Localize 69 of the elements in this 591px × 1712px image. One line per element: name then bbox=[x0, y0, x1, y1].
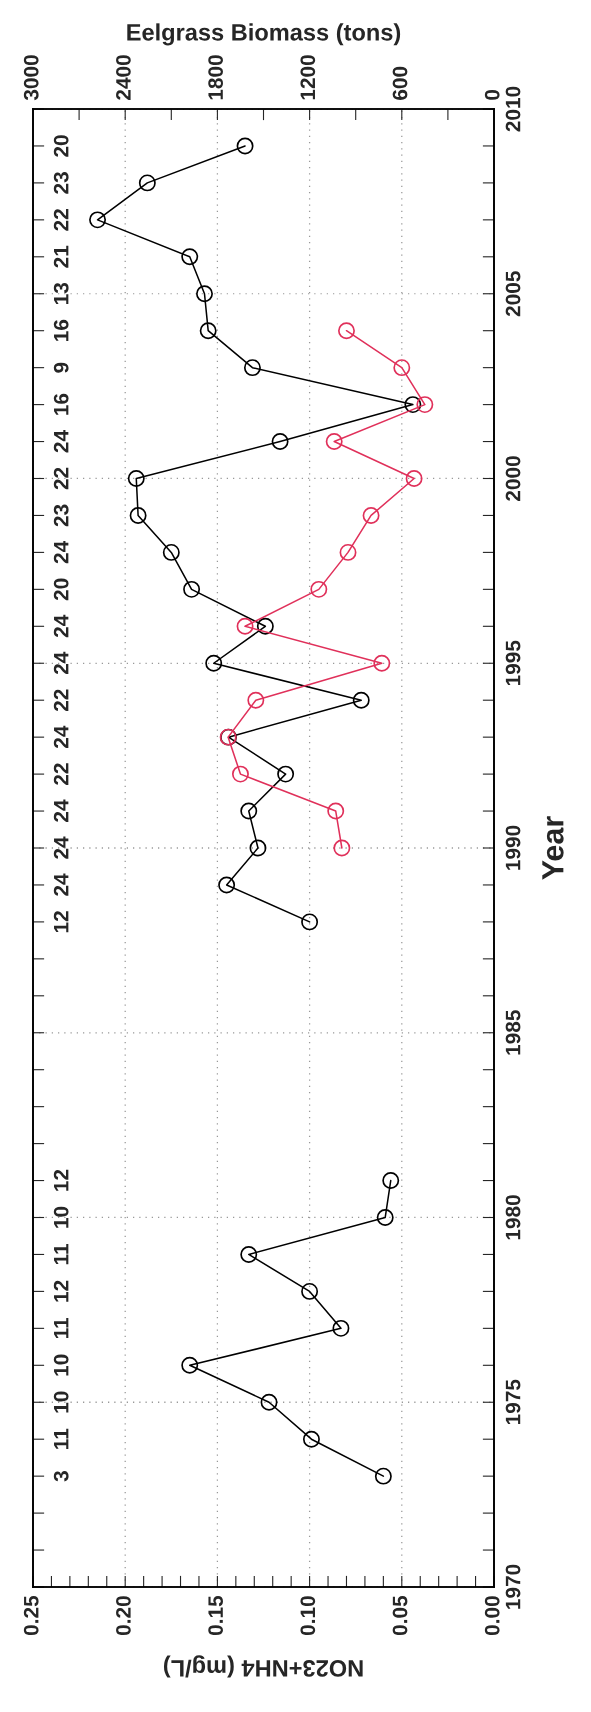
y-tick-label: 1980 bbox=[505, 1195, 521, 1240]
annotation: 24 bbox=[53, 725, 69, 749]
annotation: 23 bbox=[53, 172, 69, 194]
point bbox=[236, 617, 254, 635]
point bbox=[362, 506, 380, 524]
annotation: 22 bbox=[53, 467, 69, 490]
annotation: 20 bbox=[53, 135, 69, 157]
annotation: 12 bbox=[53, 911, 69, 933]
x2-tick-label: 600 bbox=[392, 66, 408, 100]
x2-tick-label: 0 bbox=[484, 89, 500, 100]
x-tick-label: 0.15 bbox=[208, 1595, 223, 1636]
annotation: 24 bbox=[53, 651, 69, 675]
y-axis-title: Year bbox=[542, 816, 564, 880]
annotation: 11 bbox=[54, 1428, 69, 1449]
x-tick-label: 0.05 bbox=[392, 1595, 408, 1636]
y-tick-label: 2000 bbox=[505, 456, 521, 501]
point bbox=[327, 802, 345, 820]
point bbox=[231, 765, 249, 783]
point bbox=[405, 470, 423, 487]
x2-axis-title: Eelgrass Biomass (tons) bbox=[127, 23, 401, 46]
point bbox=[338, 322, 355, 340]
y-tick-label: 1985 bbox=[505, 1010, 521, 1055]
annotation: 10 bbox=[53, 1354, 69, 1376]
point bbox=[416, 396, 434, 414]
point bbox=[373, 654, 391, 672]
point bbox=[247, 691, 265, 709]
point bbox=[325, 433, 343, 451]
annotation: 22 bbox=[53, 209, 69, 231]
point bbox=[310, 580, 328, 598]
annotation: 22 bbox=[53, 689, 69, 712]
annotation: 11 bbox=[54, 1317, 69, 1339]
point bbox=[339, 543, 357, 561]
annotation: 24 bbox=[53, 540, 69, 564]
annotation: 24 bbox=[53, 836, 69, 859]
annotation: 24 bbox=[53, 873, 69, 896]
x-axis-title: NO23+NH4 (mg/L) bbox=[163, 1655, 363, 1678]
annotation: 16 bbox=[53, 319, 69, 341]
annotation: 11 bbox=[54, 1244, 69, 1265]
annotation: 16 bbox=[53, 393, 69, 415]
y-tick-label: 1970 bbox=[505, 1564, 521, 1609]
x-tick-label: 0.00 bbox=[484, 1596, 500, 1636]
y-tick-label: 1995 bbox=[505, 640, 521, 686]
annotation: 23 bbox=[53, 504, 69, 527]
y-tick-label: 1990 bbox=[505, 825, 521, 870]
x-tick-label: 0.25 bbox=[23, 1595, 39, 1636]
annotation: 20 bbox=[53, 578, 69, 601]
annotation: 22 bbox=[53, 763, 69, 785]
point bbox=[333, 839, 351, 857]
annotation: 10 bbox=[53, 1391, 69, 1413]
y-tick-label: 2010 bbox=[505, 86, 521, 132]
annotation: 3 bbox=[53, 1471, 69, 1482]
annotation: 9 bbox=[53, 362, 69, 373]
x2-tick-label: 2400 bbox=[116, 55, 131, 100]
x-tick-label: 0.20 bbox=[116, 1596, 131, 1636]
annotation: 21 bbox=[53, 245, 69, 268]
y-tick-label: 2005 bbox=[505, 271, 521, 317]
annotation: 12 bbox=[53, 1280, 69, 1302]
x-tick-label: 0.10 bbox=[300, 1596, 316, 1636]
x2-tick-label: 1200 bbox=[300, 55, 316, 100]
annotation: 12 bbox=[53, 1169, 69, 1191]
y-tick-label: 1975 bbox=[505, 1379, 521, 1425]
x2-tick-label: 3000 bbox=[23, 55, 39, 101]
annotation: 13 bbox=[53, 282, 69, 305]
annotation: 24 bbox=[53, 799, 69, 822]
annotation: 24 bbox=[53, 614, 69, 638]
annotation: 10 bbox=[53, 1206, 69, 1228]
annotation: 24 bbox=[53, 430, 69, 453]
point bbox=[393, 359, 411, 377]
x2-tick-label: 1800 bbox=[208, 55, 223, 100]
